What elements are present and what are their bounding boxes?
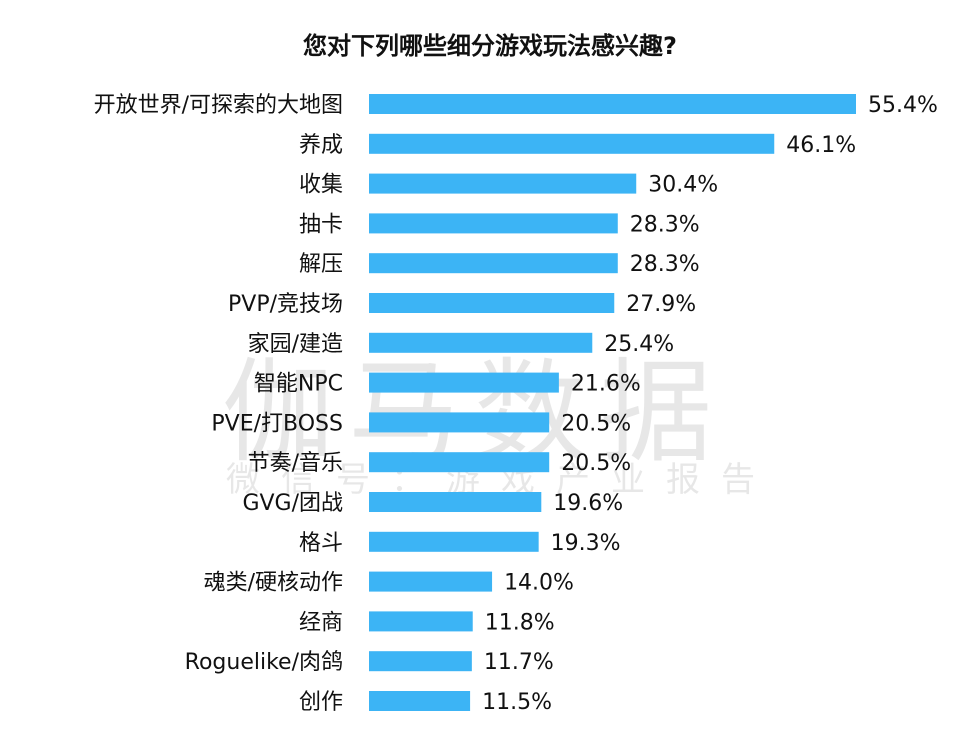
bar	[369, 372, 559, 393]
category-label: 创作	[299, 690, 343, 715]
value-label: 27.9%	[626, 292, 696, 317]
category-label: PVP/竞技场	[228, 292, 343, 317]
value-label: 28.3%	[630, 212, 700, 237]
bar	[369, 332, 593, 353]
value-label: 20.5%	[561, 451, 631, 476]
category-label: GVG/团战	[242, 491, 343, 516]
category-label: 开放世界/可探索的大地图	[94, 93, 343, 118]
bar	[369, 531, 539, 552]
value-label: 28.3%	[630, 252, 700, 277]
value-label: 46.1%	[786, 133, 856, 158]
category-label: 收集	[299, 173, 343, 198]
chart-title: 您对下列哪些细分游戏玩法感兴趣?	[303, 32, 677, 60]
bar	[369, 94, 856, 114]
value-label: 19.6%	[553, 491, 623, 516]
category-label: 智能NPC	[254, 372, 343, 397]
bar	[369, 173, 637, 194]
category-label: 格斗	[299, 531, 343, 556]
value-label: 11.7%	[484, 650, 554, 675]
value-label: 14.0%	[504, 571, 574, 596]
category-label: 经商	[299, 610, 343, 635]
value-label: 25.4%	[604, 332, 674, 357]
bar	[369, 691, 471, 711]
bar	[369, 492, 542, 512]
bar	[369, 133, 775, 154]
bar	[369, 253, 618, 274]
value-label: 19.3%	[551, 531, 621, 556]
bar	[369, 293, 615, 313]
category-label: 解压	[299, 252, 343, 277]
value-label: 20.5%	[561, 411, 631, 436]
category-label: Roguelike/肉鸽	[185, 650, 343, 675]
category-label: 抽卡	[299, 212, 343, 237]
category-label: PVE/打BOSS	[211, 411, 343, 436]
bar	[369, 571, 493, 592]
bar	[369, 412, 550, 433]
value-label: 21.6%	[571, 372, 641, 397]
bar	[369, 651, 472, 672]
bar	[369, 611, 473, 632]
bar	[369, 452, 550, 473]
value-label: 55.4%	[868, 93, 938, 118]
value-label: 11.5%	[482, 690, 552, 715]
category-label: 节奏/音乐	[248, 451, 343, 476]
category-label: 养成	[299, 133, 343, 158]
category-label: 魂类/硬核动作	[204, 571, 343, 596]
category-label: 家园/建造	[248, 332, 343, 357]
value-label: 11.8%	[485, 610, 555, 635]
bar	[369, 213, 618, 234]
value-label: 30.4%	[648, 173, 718, 198]
